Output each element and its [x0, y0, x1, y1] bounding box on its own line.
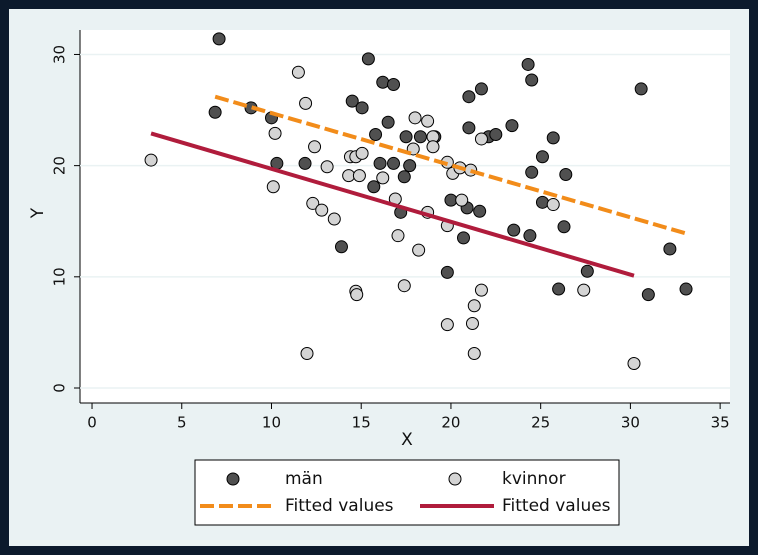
point	[577, 283, 591, 297]
point	[355, 146, 369, 160]
point	[546, 131, 560, 145]
point	[291, 65, 305, 79]
point	[525, 73, 539, 87]
point	[373, 156, 387, 170]
legend-label: Fitted values	[285, 496, 394, 516]
point	[387, 77, 401, 91]
point	[525, 165, 539, 179]
point	[552, 282, 566, 296]
x-tick-label: 0	[87, 414, 97, 432]
x-tick-label: 10	[262, 414, 281, 432]
point	[559, 168, 573, 182]
point	[474, 132, 488, 146]
point	[535, 195, 549, 209]
point	[381, 115, 395, 129]
point	[473, 204, 487, 218]
point	[369, 128, 383, 142]
legend-marker	[226, 472, 240, 486]
point	[546, 198, 560, 212]
point	[266, 180, 280, 194]
point	[315, 203, 329, 217]
point	[663, 242, 677, 256]
y-tick-label: 20	[51, 156, 69, 175]
point	[300, 347, 314, 361]
point	[412, 243, 426, 257]
point	[212, 32, 226, 46]
point	[306, 196, 320, 210]
point	[352, 169, 366, 183]
x-tick-label: 30	[621, 414, 640, 432]
point	[361, 52, 375, 66]
point	[320, 160, 334, 174]
point	[462, 90, 476, 104]
point	[557, 220, 571, 234]
point	[474, 283, 488, 297]
point	[521, 57, 535, 71]
point	[457, 231, 471, 245]
point	[208, 105, 222, 119]
point	[376, 75, 390, 89]
x-tick-label: 20	[441, 414, 460, 432]
point	[399, 130, 413, 144]
point	[342, 169, 356, 183]
legend-label: kvinnor	[502, 469, 566, 489]
legend-label: män	[285, 469, 323, 489]
point	[144, 153, 158, 167]
point	[467, 299, 481, 313]
point	[268, 126, 282, 140]
point	[440, 265, 454, 279]
x-tick-label: 15	[352, 414, 371, 432]
x-tick-label: 25	[531, 414, 550, 432]
legend-marker	[448, 472, 462, 486]
legend	[194, 459, 620, 526]
point	[376, 171, 390, 185]
point	[391, 229, 405, 243]
point	[397, 279, 411, 293]
point	[413, 130, 427, 144]
point	[408, 111, 422, 125]
point	[345, 94, 359, 108]
point	[444, 193, 458, 207]
point	[327, 212, 341, 226]
fit-line	[150, 131, 635, 278]
point	[523, 229, 537, 243]
point	[308, 140, 322, 154]
point	[489, 128, 503, 142]
point	[679, 282, 693, 296]
point	[627, 357, 641, 371]
fit-line	[214, 94, 687, 236]
point	[455, 193, 469, 207]
point	[355, 101, 369, 115]
point	[426, 140, 440, 154]
point	[334, 240, 348, 254]
y-tick-label: 30	[51, 45, 69, 64]
x-axis-label: X	[401, 430, 413, 450]
point	[397, 170, 411, 184]
point	[580, 264, 594, 278]
legend-label: Fitted values	[502, 496, 611, 516]
point	[440, 318, 454, 332]
point	[403, 159, 417, 173]
x-tick-label: 35	[711, 414, 730, 432]
point	[507, 223, 521, 237]
point	[367, 180, 381, 194]
point	[299, 96, 313, 110]
y-tick-label: 0	[51, 383, 69, 393]
point	[535, 150, 549, 164]
point	[641, 288, 655, 302]
point	[462, 121, 476, 135]
point	[421, 114, 435, 128]
point	[505, 119, 519, 133]
point	[465, 317, 479, 331]
x-tick-label: 5	[177, 414, 187, 432]
y-axis-label: Y	[28, 207, 48, 219]
point	[474, 82, 488, 96]
point	[387, 156, 401, 170]
y-tick-label: 10	[51, 267, 69, 286]
point	[467, 347, 481, 361]
point	[634, 82, 648, 96]
point	[350, 288, 364, 302]
point	[298, 156, 312, 170]
